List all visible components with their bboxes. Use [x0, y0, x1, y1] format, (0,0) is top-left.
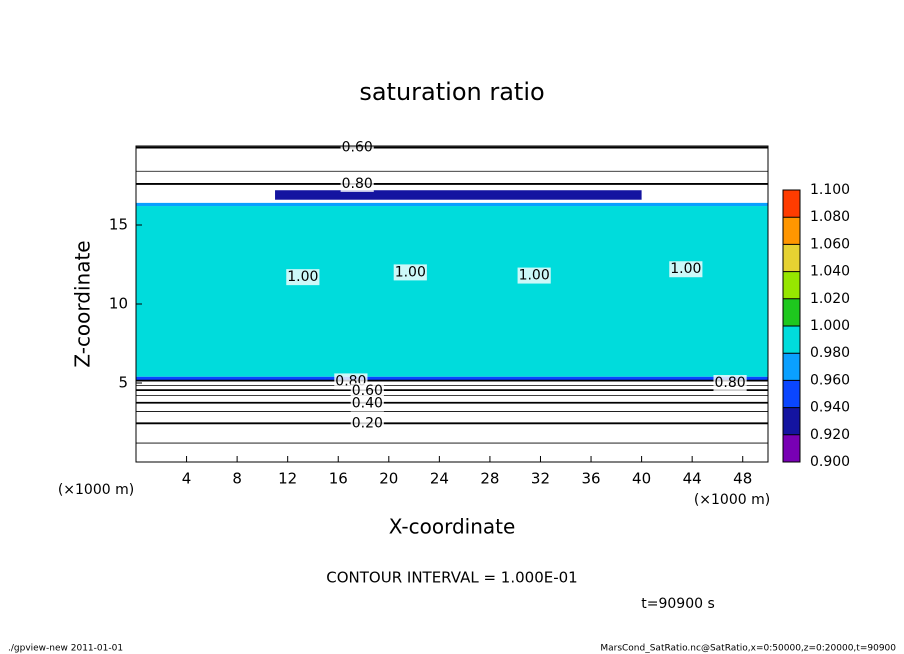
colorbar-label: 0.900	[810, 454, 850, 470]
field-cell	[136, 206, 768, 377]
colorbar-label: 1.100	[810, 182, 850, 198]
y-tick-label: 5	[118, 374, 128, 392]
colorbar-label: 0.980	[810, 345, 850, 361]
x-tick-label: 48	[733, 470, 752, 488]
y-tick-label: 10	[109, 295, 128, 313]
x-tick-label: 20	[379, 470, 398, 488]
contour-label-bg	[350, 415, 384, 432]
x-tick-label: 40	[632, 470, 651, 488]
colorbar-label: 1.080	[810, 209, 850, 225]
contour-label: 0.80	[714, 375, 745, 391]
contour-label: 0.60	[352, 383, 383, 399]
x-tick-label: 24	[430, 470, 449, 488]
contour-label-bg	[713, 375, 747, 391]
contour-label: 1.00	[670, 261, 701, 277]
contour-label: 0.40	[352, 396, 383, 412]
colorbar-bin	[783, 380, 800, 408]
field-cell	[275, 190, 642, 200]
contour-label-bg	[393, 264, 427, 281]
contour-label-bg	[340, 175, 374, 192]
x-tick-label: 28	[480, 470, 499, 488]
y-axis-title: Z-coordinate	[71, 240, 95, 367]
footer-left: ./gpview-new 2011-01-01	[8, 644, 123, 654]
colorbar-bin	[783, 326, 800, 354]
colorbar-label: 0.960	[810, 372, 850, 388]
contour-label: 0.60	[342, 140, 373, 156]
colorbar-bin	[783, 407, 800, 435]
y-tick-label: 15	[109, 216, 128, 234]
colorbar-bin	[783, 217, 800, 245]
x-unit: (×1000 m)	[694, 492, 770, 508]
x-tick-label: 4	[182, 470, 192, 488]
colorbar-label: 1.060	[810, 236, 850, 252]
x-tick-label: 36	[581, 470, 600, 488]
time-label: t=90900 s	[641, 596, 715, 612]
x-tick-label: 12	[278, 470, 297, 488]
colorbar-label: 1.000	[810, 318, 850, 334]
chart-title: saturation ratio	[359, 78, 544, 106]
colorbar-label: 1.040	[810, 264, 850, 280]
colorbar-label: 1.020	[810, 291, 850, 307]
colorbar-bin	[783, 353, 800, 381]
contour-interval: CONTOUR INTERVAL = 1.000E-01	[326, 569, 577, 587]
x-tick-label: 44	[683, 470, 702, 488]
field-cell	[136, 202, 768, 207]
x-axis-title: X-coordinate	[389, 515, 516, 539]
x-tick-label: 8	[232, 470, 242, 488]
field-cell	[136, 376, 768, 382]
x-tick-label: 16	[329, 470, 348, 488]
colorbar-bin	[783, 271, 800, 299]
colorbar-bin	[783, 298, 800, 326]
colorbar-label: 0.920	[810, 427, 850, 443]
contour-label: 0.20	[352, 415, 383, 431]
contour-label-bg	[340, 139, 374, 156]
contour-label: 1.00	[287, 269, 318, 285]
footer-right: MarsCond_SatRatio.nc@SatRatio,x=0:50000,…	[600, 644, 896, 654]
contour-label: 1.00	[519, 268, 550, 284]
colorbar-label: 0.940	[810, 400, 850, 416]
colorbar-bin	[783, 190, 800, 218]
contour-label: 1.00	[395, 264, 426, 280]
y-unit: (×1000 m)	[58, 482, 134, 498]
contour-label-bg	[350, 382, 384, 399]
contour-label-bg	[286, 269, 320, 286]
contour-label: 0.80	[342, 176, 373, 192]
x-tick-label: 32	[531, 470, 550, 488]
contour-label-bg	[669, 261, 703, 278]
colorbar-bin	[783, 434, 800, 462]
contour-label-bg	[350, 395, 384, 412]
colorbar-bin	[783, 244, 800, 272]
contour-label-bg	[517, 267, 551, 284]
